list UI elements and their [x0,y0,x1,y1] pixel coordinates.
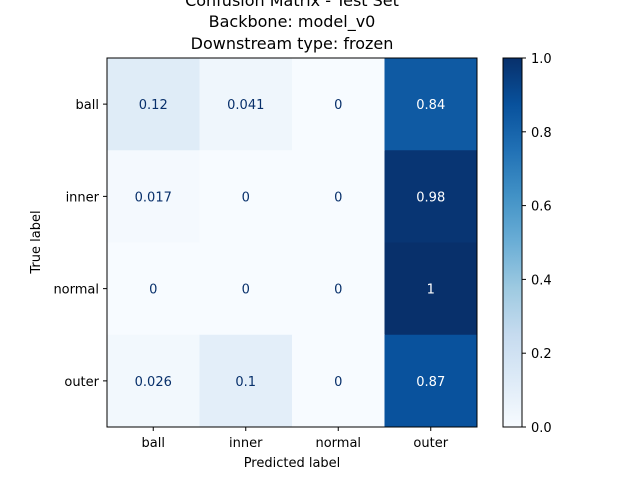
colorbar-tick-label: 0.2 [531,347,552,362]
matrix-cell [292,58,385,151]
cell-value-label: 0 [334,375,342,390]
cell-value-label: 0 [242,283,250,298]
cell-value-label: 0.041 [227,98,264,113]
matrix-cell [107,334,200,428]
x-tick-label: inner [229,436,263,451]
matrix-cell [292,242,385,336]
cell-value-label: 0 [334,190,342,205]
colorbar-tick-label: 0.4 [531,273,552,288]
cell-value-label: 0.1 [235,375,256,390]
matrix-cell [384,242,478,336]
matrix-cell [199,334,293,428]
colorbar-tick-label: 1.0 [531,52,552,67]
y-axis-label: True label [29,210,44,274]
x-tick-label: normal [315,436,361,451]
x-tick-label: ball [142,436,165,451]
matrix-cell [384,58,478,151]
colorbar-tick-label: 0.8 [531,126,552,141]
matrix-cell [107,242,200,336]
y-tick-label: outer [64,375,99,390]
x-axis-ticks: ball inner normal outer [142,427,449,451]
colorbar: 0.0 0.2 0.4 0.6 0.8 1.0 [502,52,552,436]
matrix-cell [199,242,293,336]
title-line-1: Confusion Matrix - Test Set [185,0,399,10]
cell-value-label: 0 [149,283,157,298]
cell-value-label: 1 [427,283,435,298]
colorbar-gradient [503,58,522,427]
y-tick-label: normal [53,283,99,298]
cell-value-label: 0.87 [416,375,445,390]
colorbar-frame [502,57,523,428]
title-line-2: Backbone: model_v0 [209,12,376,32]
x-axis-label: Predicted label [244,456,341,471]
matrix-cell [292,334,385,428]
cell-value-label: 0 [242,190,250,205]
chart-title: Confusion Matrix - Test Set Backbone: mo… [185,0,399,53]
cell-value-label: 0.017 [135,190,172,205]
y-tick-label: ball [76,98,99,113]
cell-value-label: 0 [334,283,342,298]
matrix-cell [199,150,293,243]
colorbar-tick-label: 0.6 [531,200,552,215]
cell-value-label: 0.84 [416,98,445,113]
matrix-cell-labels: 0.12 0.041 0 0.84 0.017 0 0 0.98 0 0 0 1 0.026 0.1 0 0.… [135,98,446,390]
y-axis-ticks: ball inner normal outer [53,98,107,390]
matrix-cell [384,334,478,428]
colorbar-ticks: 0.0 0.2 0.4 0.6 0.8 1.0 [522,52,552,436]
matrix-cell [384,150,478,243]
cell-value-label: 0.026 [135,375,172,390]
matrix-cells [107,58,478,428]
matrix-cell [292,150,385,243]
matrix-cell [107,150,200,243]
matrix-cell [107,58,200,151]
matrix-cell [199,58,293,151]
cell-value-label: 0 [334,98,342,113]
cell-value-label: 0.98 [416,190,445,205]
y-tick-label: inner [66,190,100,205]
cell-value-label: 0.12 [139,98,168,113]
plot-frame [106,57,478,428]
x-tick-label: outer [413,436,448,451]
title-line-3: Downstream type: frozen [191,34,394,53]
colorbar-tick-label: 0.0 [531,421,552,436]
